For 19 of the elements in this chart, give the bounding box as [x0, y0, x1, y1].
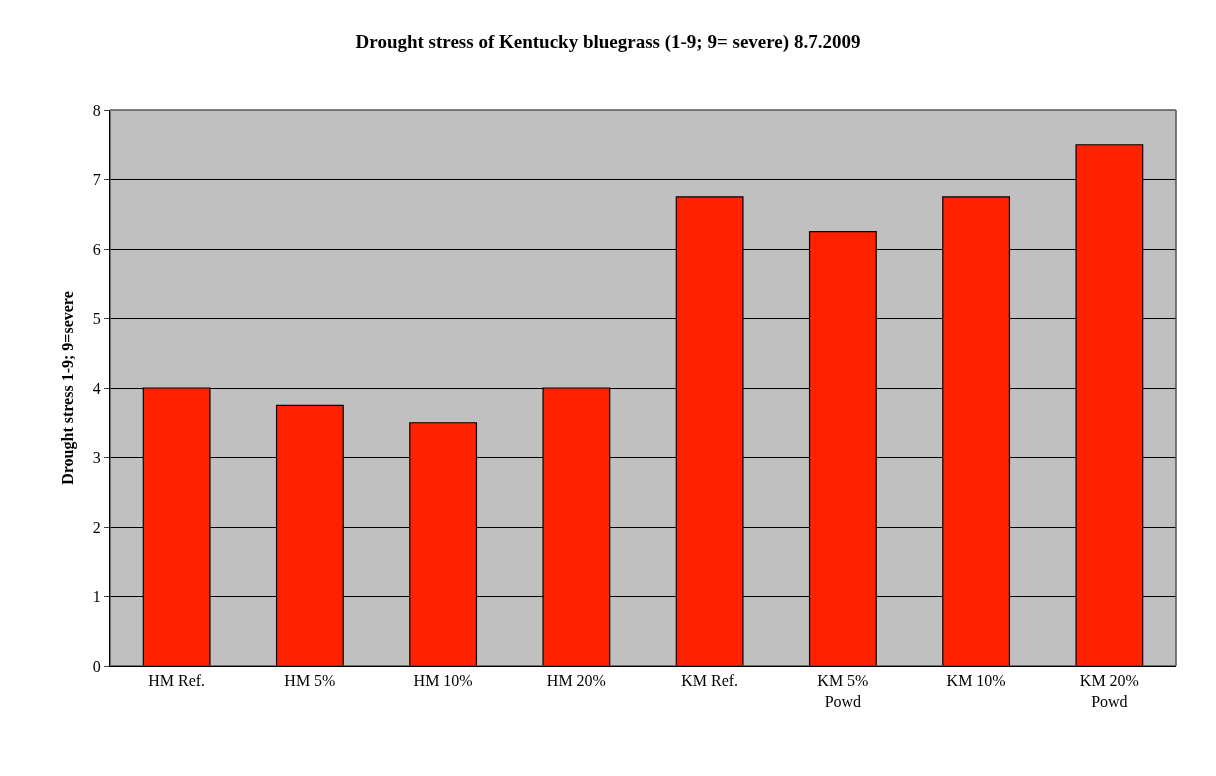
y-tick-label: 1 — [92, 588, 101, 606]
x-tick-label: KM 10% — [946, 672, 1006, 690]
x-tick-label: HM 5% — [284, 672, 336, 690]
y-tick-label: 8 — [92, 101, 101, 119]
y-tick-label: 7 — [92, 171, 101, 189]
y-tick-label: 0 — [92, 657, 101, 675]
y-tick-label: 5 — [92, 310, 101, 328]
y-tick-label: 2 — [92, 518, 101, 536]
x-tick-label: KM 5% Powd — [817, 672, 869, 710]
y-tick-label: 3 — [92, 449, 101, 467]
x-tick-label: KM 20% Powd — [1079, 672, 1139, 710]
y-tick-label: 6 — [92, 240, 101, 258]
x-tick-label: HM Ref. — [148, 672, 206, 690]
y-tick-label: 4 — [92, 379, 101, 397]
x-tick-label: HM 20% — [546, 672, 606, 690]
y-axis-title: Drought stress 1-9; 9=severe — [58, 291, 77, 485]
x-tick-label: KM Ref. — [681, 672, 739, 690]
chart-title: Drought stress of Kentucky bluegrass (1-9; 9= severe) 8.7.2009 — [355, 31, 861, 54]
x-tick-label: HM 10% — [413, 672, 473, 690]
